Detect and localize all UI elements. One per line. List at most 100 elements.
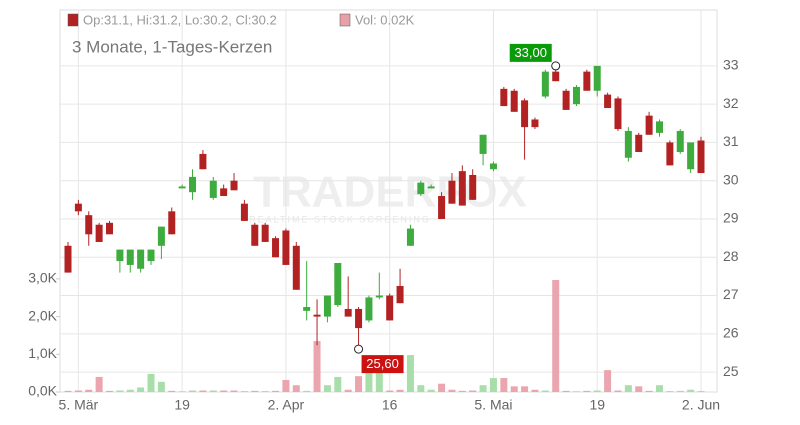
volume-bar (448, 389, 456, 392)
candle-body (593, 65, 601, 91)
volume-bar (106, 390, 114, 392)
candle-body (458, 171, 466, 206)
volume-bar (417, 385, 425, 392)
candle-body (521, 100, 529, 128)
volume-bar (95, 376, 103, 392)
y-tick-label: 27 (723, 286, 739, 302)
candle-body (303, 307, 311, 311)
volume-bar (541, 390, 549, 392)
candle-body (292, 245, 300, 290)
candle-body (510, 90, 518, 112)
candle-body (137, 249, 145, 269)
volume-bar (313, 341, 321, 392)
y-tick-label: 28 (723, 248, 739, 264)
candle-body (74, 203, 82, 212)
candle-body (220, 188, 228, 197)
volume-bar (292, 385, 300, 392)
candle-body (64, 245, 72, 273)
candle-body (489, 163, 497, 170)
candle-body (572, 86, 580, 105)
candle-body (240, 203, 248, 221)
y2-tick-label: 1,0K (28, 345, 57, 361)
y-tick-label: 26 (723, 325, 739, 341)
volume-layer (64, 280, 705, 392)
candle-body (417, 182, 425, 195)
volume-bar (697, 391, 705, 392)
volume-bar (624, 385, 632, 392)
volume-bar (510, 386, 518, 392)
candle-body (106, 222, 114, 235)
volume-bar (344, 389, 352, 392)
legend-label: Op:31.1, Hi:31.2, Lo:30.2, Cl:30.2 (83, 12, 277, 27)
candle-body (635, 134, 643, 153)
candle-body (604, 94, 612, 108)
candle-body (562, 90, 570, 110)
volume-bar (438, 383, 446, 392)
x-tick-label: 5. Mär (59, 397, 99, 413)
candle-body (541, 71, 549, 97)
candle-body (614, 98, 622, 130)
candle-body (116, 249, 124, 262)
volume-bar (562, 390, 570, 392)
candle-body (334, 263, 342, 306)
volume-bar (406, 355, 414, 392)
volume-bar (583, 390, 591, 392)
candle-body (469, 174, 477, 200)
candle-body (375, 295, 383, 298)
candle-body (251, 224, 259, 246)
volume-bar (137, 387, 145, 392)
volume-bar (157, 381, 165, 392)
annotation-label: 33,00 (514, 45, 547, 60)
volume-bar (365, 370, 373, 392)
volume-bar (168, 390, 176, 392)
x-tick-label: 2. Apr (268, 397, 305, 413)
x-tick-label: 2. Jun (682, 397, 720, 413)
volume-bar (655, 385, 663, 392)
annotation-label: 25,60 (366, 356, 399, 371)
volume-bar (386, 390, 394, 392)
volume-bar (427, 389, 435, 392)
y2-tick-label: 3,0K (28, 270, 57, 286)
candle-body (676, 130, 684, 153)
volume-bar (74, 390, 82, 392)
volume-bar (604, 370, 612, 392)
candle-body (666, 142, 674, 166)
volume-bar (303, 390, 311, 392)
volume-bar (687, 389, 695, 392)
candle-body (261, 224, 269, 242)
volume-bar (272, 390, 280, 392)
candle-body (323, 295, 331, 317)
y-tick-label: 33 (723, 57, 739, 73)
volume-bar (251, 390, 259, 392)
volume-bar (230, 390, 238, 392)
candle-layer (64, 65, 705, 350)
volume-bar (334, 376, 342, 392)
candle-body (189, 176, 197, 193)
annotation-box (509, 43, 552, 62)
volume-bar (469, 390, 477, 392)
candle-body (157, 226, 165, 246)
candle-body (624, 130, 632, 158)
candle-body (427, 186, 435, 189)
y2-tick-label: 2,0K (28, 307, 57, 323)
volume-bar (240, 391, 248, 392)
candle-body (687, 142, 695, 170)
y-tick-label: 32 (723, 95, 739, 111)
volume-bar (126, 389, 134, 392)
candle-body (199, 153, 207, 170)
volume-bar (666, 391, 674, 392)
volume-bar (500, 378, 508, 392)
y-tick-label: 31 (723, 133, 739, 149)
annotation-marker (354, 344, 364, 354)
volume-bar (261, 391, 269, 392)
legend-swatch (339, 13, 351, 27)
volume-bar (635, 386, 643, 392)
volume-bar (614, 390, 622, 392)
candle-body (406, 228, 414, 246)
volume-bar (220, 390, 228, 392)
y-tick-label: 25 (723, 363, 739, 379)
volume-bar (64, 390, 72, 392)
candle-body (365, 297, 373, 321)
candle-body (479, 134, 487, 154)
candle-body (95, 224, 103, 242)
